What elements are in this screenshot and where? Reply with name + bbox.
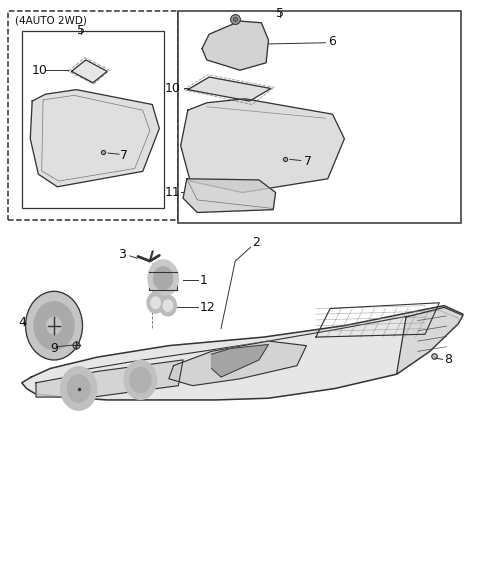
Circle shape [163,300,173,312]
Text: 9: 9 [50,342,58,355]
Text: 2: 2 [252,237,260,249]
Circle shape [67,375,90,402]
Text: 5: 5 [77,24,85,38]
Text: (4AUTO 2WD): (4AUTO 2WD) [14,16,86,25]
Text: 4: 4 [18,316,26,329]
Circle shape [124,361,156,399]
Circle shape [25,291,83,360]
Text: 6: 6 [328,35,336,48]
Text: 7: 7 [120,149,129,162]
Polygon shape [36,360,183,397]
Polygon shape [169,341,306,385]
Text: 11: 11 [165,186,180,199]
Text: 3: 3 [118,248,126,261]
Polygon shape [396,308,463,374]
FancyBboxPatch shape [179,12,461,223]
Circle shape [151,297,160,309]
FancyBboxPatch shape [22,31,164,208]
Text: 10: 10 [31,63,47,77]
Polygon shape [22,306,463,400]
Circle shape [154,267,173,290]
Text: 1: 1 [200,274,207,287]
Text: 8: 8 [444,354,452,366]
Circle shape [47,317,61,334]
Text: 5: 5 [276,7,284,20]
FancyBboxPatch shape [149,272,178,290]
Polygon shape [30,89,159,187]
Text: 7: 7 [304,155,312,168]
Polygon shape [212,344,268,377]
Polygon shape [180,99,344,193]
Polygon shape [202,21,268,70]
Circle shape [60,367,96,410]
Polygon shape [72,60,107,83]
Circle shape [148,260,179,297]
Circle shape [159,295,177,316]
Polygon shape [183,179,276,212]
Text: 12: 12 [200,301,216,314]
Text: 10: 10 [165,82,180,95]
Circle shape [34,302,74,350]
Circle shape [147,293,164,313]
Polygon shape [188,77,271,101]
Circle shape [130,368,151,392]
